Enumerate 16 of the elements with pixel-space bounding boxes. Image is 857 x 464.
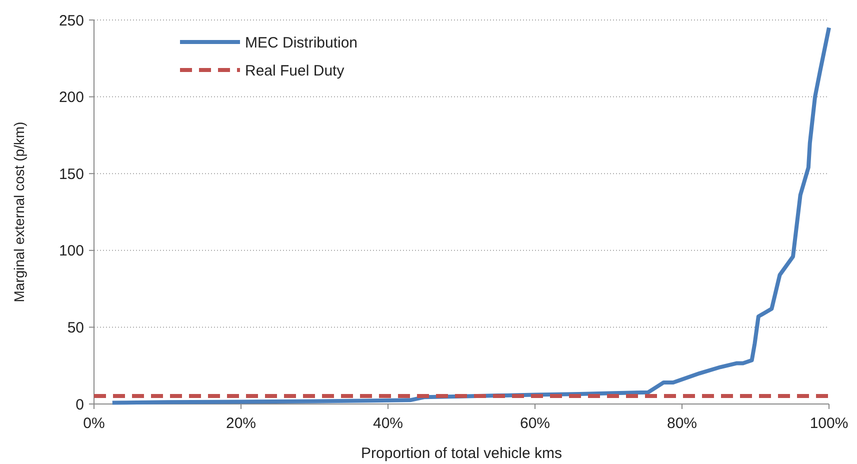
x-tick-label: 80% bbox=[666, 415, 698, 432]
y-tick-label: 0 bbox=[76, 396, 84, 414]
y-axis-title: Marginal external cost (p/km) bbox=[11, 122, 27, 302]
x-tick-label: 60% bbox=[520, 415, 550, 432]
y-tick-label: 200 bbox=[58, 89, 84, 106]
x-tick-label: 20% bbox=[226, 415, 256, 432]
x-tick-label: 100% bbox=[810, 415, 848, 432]
x-tick-label: 0% bbox=[83, 415, 105, 432]
x-axis-title: Proportion of total vehicle kms bbox=[361, 445, 562, 462]
y-tick-label: 150 bbox=[58, 166, 84, 183]
legend-label: Real Fuel Duty bbox=[245, 62, 345, 80]
y-tick-label: 250 bbox=[58, 12, 84, 30]
y-tick-label: 100 bbox=[58, 242, 84, 260]
legend-label: MEC Distribution bbox=[245, 34, 358, 52]
y-tick-label: 50 bbox=[67, 319, 84, 336]
x-tick-label: 40% bbox=[372, 415, 404, 432]
